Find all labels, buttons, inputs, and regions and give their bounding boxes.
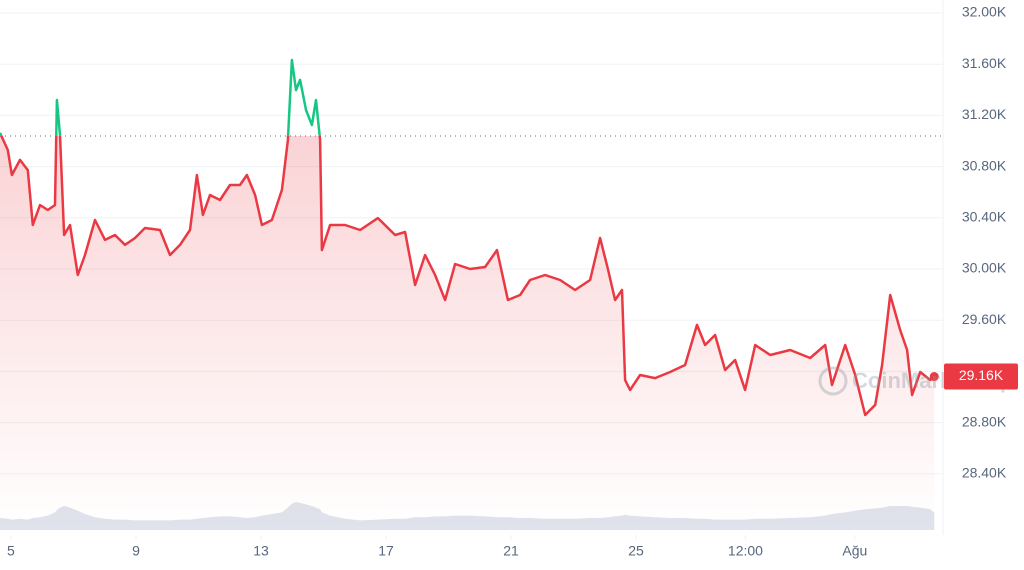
y-tick-label: 31.60K — [962, 55, 1007, 71]
x-tick-label: 5 — [7, 543, 15, 559]
x-tick-label: 9 — [132, 543, 140, 559]
y-tick-label: 29.60K — [962, 311, 1007, 327]
y-tick-label: 30.00K — [962, 260, 1007, 276]
last-price-box — [944, 363, 1018, 390]
x-tick-label: 12:00 — [728, 543, 763, 559]
x-tick-label: Ağu — [842, 543, 867, 559]
plot-layer — [0, 58, 943, 530]
x-tick-label: 13 — [253, 543, 269, 559]
x-tick-label: 25 — [628, 543, 644, 559]
y-tick-label: 30.40K — [962, 209, 1007, 225]
price-line — [0, 58, 936, 417]
y-tick-label: 32.00K — [962, 4, 1007, 20]
y-tick-label: 31.20K — [962, 106, 1007, 122]
last-price-label: 29.16K — [959, 367, 1004, 383]
label-layer: 28.40K28.80K29.20K29.60K30.00K30.40K30.8… — [7, 4, 1018, 559]
y-tick-label: 28.80K — [962, 413, 1007, 429]
y-tick-label: 30.80K — [962, 157, 1007, 173]
price-area — [0, 136, 935, 530]
watermark-logo — [818, 366, 848, 396]
y-tick-label: 28.40K — [962, 465, 1007, 481]
x-tick-label: 17 — [378, 543, 394, 559]
x-tick-label: 21 — [503, 543, 519, 559]
last-price-dot — [929, 372, 939, 382]
